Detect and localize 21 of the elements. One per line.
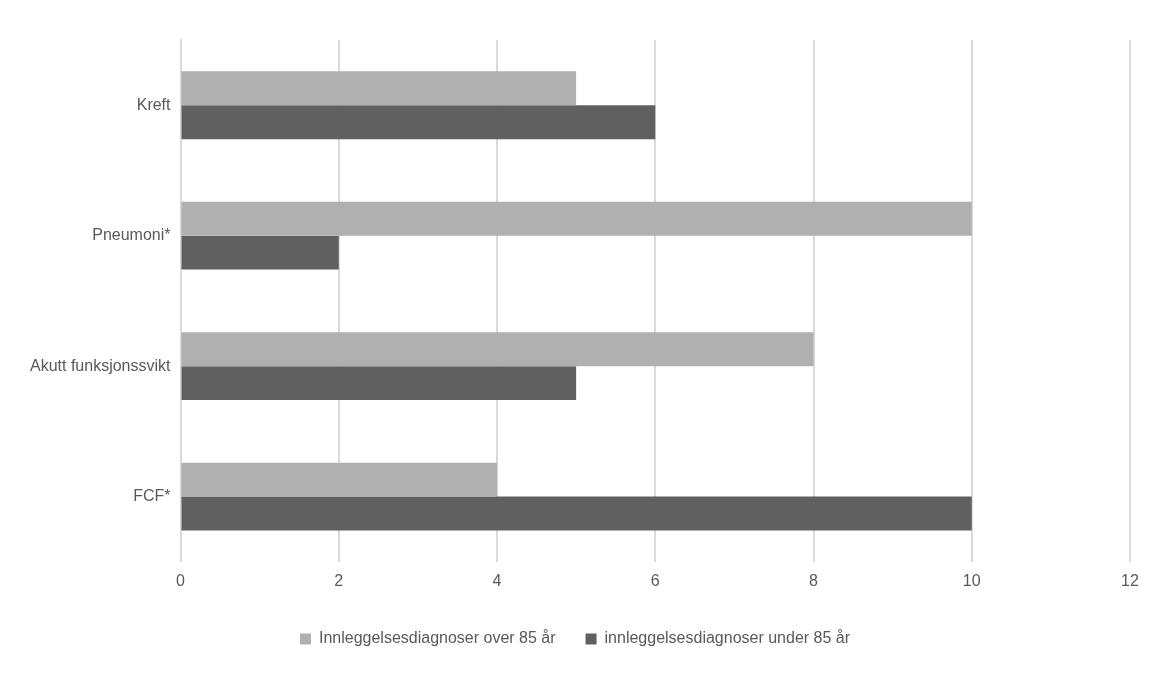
bar	[181, 366, 577, 401]
bar	[181, 201, 972, 236]
y-tick-label: Kreft	[136, 95, 172, 113]
y-tick-label: Akutt funksjonssvikt	[30, 356, 172, 374]
x-tick-label: 0	[176, 571, 186, 589]
x-tick-label: 8	[809, 571, 819, 589]
x-tick-label: 4	[492, 571, 502, 589]
bar	[181, 71, 577, 106]
legend-label: innleggelsesdiagnoser under 85 år	[604, 629, 851, 647]
y-tick-label: FCF*	[133, 486, 171, 504]
bar	[181, 496, 972, 531]
x-tick-label: 6	[650, 571, 660, 589]
y-tick-label: Pneumoni*	[92, 226, 171, 244]
bar	[181, 332, 814, 367]
legend-label: Innleggelsesdiagnoser over 85 år	[318, 629, 557, 647]
x-tick-label: 10	[962, 571, 981, 589]
x-tick-label: 2	[334, 571, 344, 589]
x-tick-label: 12	[1121, 571, 1139, 589]
bar	[181, 462, 497, 497]
bar	[181, 235, 339, 270]
bar	[181, 105, 656, 140]
